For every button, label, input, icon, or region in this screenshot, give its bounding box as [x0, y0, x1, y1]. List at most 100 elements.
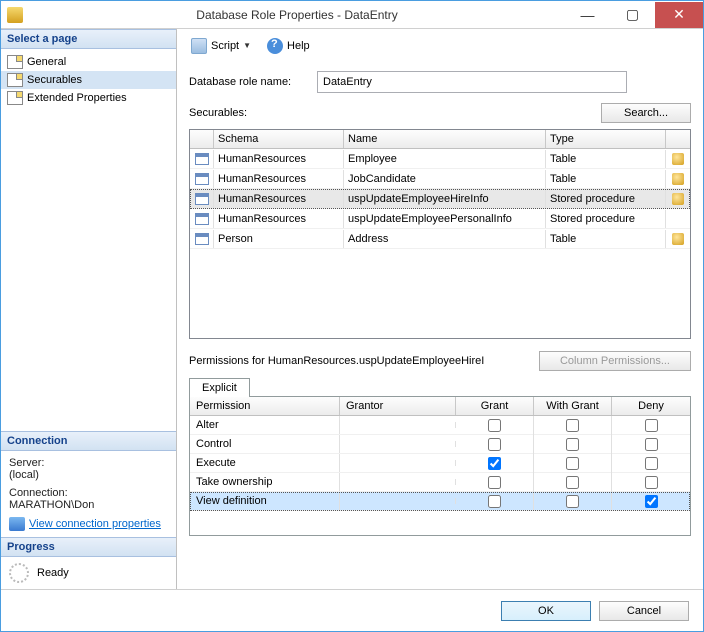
maximize-button[interactable]: ▢: [610, 2, 655, 28]
page-icon: [7, 55, 23, 69]
cell-schema: Person: [214, 230, 344, 248]
grant-checkbox[interactable]: [488, 495, 501, 508]
cell-schema: HumanResources: [214, 170, 344, 188]
help-icon: [267, 38, 283, 54]
connection-icon: [9, 517, 25, 531]
cell-name: Employee: [344, 150, 546, 168]
titlebar[interactable]: Database Role Properties - DataEntry — ▢…: [1, 1, 703, 29]
table-icon: [195, 233, 209, 245]
tab-explicit[interactable]: Explicit: [189, 378, 250, 397]
cell-name: Address: [344, 230, 546, 248]
cell-name: JobCandidate: [344, 170, 546, 188]
securables-grid[interactable]: Schema Name Type HumanResourcesEmployeeT…: [189, 129, 691, 339]
with-grant-checkbox[interactable]: [566, 457, 579, 470]
chevron-down-icon: ▼: [243, 41, 251, 50]
cancel-button[interactable]: Cancel: [599, 601, 689, 621]
grant-checkbox[interactable]: [488, 438, 501, 451]
view-connection-link[interactable]: View connection properties: [29, 518, 161, 530]
dialog-footer: OK Cancel: [1, 589, 703, 631]
sidebar-page-general[interactable]: General: [1, 53, 176, 71]
select-page-header: Select a page: [1, 29, 176, 49]
cell-type: Stored procedure: [546, 210, 666, 228]
ok-button[interactable]: OK: [501, 601, 591, 621]
securable-row[interactable]: HumanResourcesuspUpdateEmployeeHireInfoS…: [190, 189, 690, 209]
help-button[interactable]: Help: [261, 36, 316, 56]
col-type: Type: [546, 130, 666, 148]
securable-row[interactable]: HumanResourcesEmployeeTable: [190, 149, 690, 169]
server-value: (local): [9, 469, 168, 481]
window-title: Database Role Properties - DataEntry: [29, 8, 565, 22]
permissions-for-label: Permissions for HumanResources.uspUpdate…: [189, 355, 484, 367]
page-label: Extended Properties: [27, 92, 127, 104]
connection-header: Connection: [1, 431, 176, 451]
sidebar-page-securables[interactable]: Securables: [1, 71, 176, 89]
progress-status: Ready: [37, 567, 69, 579]
action-icon[interactable]: [672, 153, 684, 165]
cell-schema: HumanResources: [214, 150, 344, 168]
deny-checkbox[interactable]: [645, 419, 658, 432]
cell-grantor: [340, 479, 456, 485]
securable-row[interactable]: HumanResourcesJobCandidateTable: [190, 169, 690, 189]
close-button[interactable]: ✕: [655, 2, 703, 28]
cell-schema: HumanResources: [214, 190, 344, 208]
progress-header: Progress: [1, 537, 176, 557]
cell-type: Table: [546, 170, 666, 188]
col-permission: Permission: [190, 397, 340, 415]
sidebar-page-extended-properties[interactable]: Extended Properties: [1, 89, 176, 107]
deny-checkbox[interactable]: [645, 476, 658, 489]
col-grant: Grant: [456, 397, 534, 415]
script-label: Script: [211, 40, 239, 52]
deny-checkbox[interactable]: [645, 438, 658, 451]
dialog-window: Database Role Properties - DataEntry — ▢…: [0, 0, 704, 632]
progress-spinner-icon: [9, 563, 29, 583]
script-button[interactable]: Script ▼: [185, 36, 257, 56]
deny-checkbox[interactable]: [645, 457, 658, 470]
securable-row[interactable]: HumanResourcesuspUpdateEmployeePersonalI…: [190, 209, 690, 229]
table-icon: [195, 173, 209, 185]
with-grant-checkbox[interactable]: [566, 495, 579, 508]
cell-grantor: [340, 498, 456, 504]
permission-row[interactable]: Take ownership: [190, 473, 690, 492]
action-icon[interactable]: [672, 193, 684, 205]
cell-name: uspUpdateEmployeePersonalInfo: [344, 210, 546, 228]
page-icon: [7, 73, 23, 87]
permission-row[interactable]: View definition: [190, 492, 690, 511]
action-icon[interactable]: [672, 233, 684, 245]
connection-value: MARATHON\Don: [9, 499, 168, 511]
with-grant-checkbox[interactable]: [566, 476, 579, 489]
action-icon[interactable]: [672, 173, 684, 185]
grant-checkbox[interactable]: [488, 457, 501, 470]
col-grantor: Grantor: [340, 397, 456, 415]
search-button[interactable]: Search...: [601, 103, 691, 123]
permission-row[interactable]: Control: [190, 435, 690, 454]
permissions-grid[interactable]: Permission Grantor Grant With Grant Deny…: [189, 396, 691, 536]
help-label: Help: [287, 40, 310, 52]
page-label: Securables: [27, 74, 82, 86]
table-icon: [195, 213, 209, 225]
col-deny: Deny: [612, 397, 690, 415]
permission-row[interactable]: Alter: [190, 416, 690, 435]
grant-checkbox[interactable]: [488, 419, 501, 432]
role-name-input[interactable]: [317, 71, 627, 93]
with-grant-checkbox[interactable]: [566, 438, 579, 451]
deny-checkbox[interactable]: [645, 495, 658, 508]
cell-type: Stored procedure: [546, 190, 666, 208]
sidebar: Select a page General Securables Extended …: [1, 29, 177, 589]
cell-permission: View definition: [190, 492, 340, 510]
cell-permission: Control: [190, 435, 340, 453]
with-grant-checkbox[interactable]: [566, 419, 579, 432]
grant-checkbox[interactable]: [488, 476, 501, 489]
permission-row[interactable]: Execute: [190, 454, 690, 473]
cell-grantor: [340, 422, 456, 428]
cell-permission: Take ownership: [190, 473, 340, 491]
server-label: Server:: [9, 457, 168, 469]
securables-label: Securables:: [189, 107, 247, 119]
securable-row[interactable]: PersonAddressTable: [190, 229, 690, 249]
table-icon: [195, 153, 209, 165]
script-icon: [191, 38, 207, 54]
cell-permission: Execute: [190, 454, 340, 472]
col-schema: Schema: [214, 130, 344, 148]
role-name-label: Database role name:: [189, 76, 307, 88]
minimize-button[interactable]: —: [565, 2, 610, 28]
toolbar: Script ▼ Help: [177, 29, 703, 63]
